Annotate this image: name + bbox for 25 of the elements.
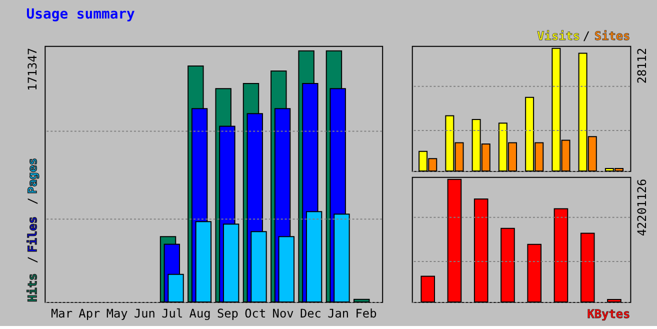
- text: Pages: [26, 158, 40, 194]
- text: /: [26, 198, 40, 205]
- x-tick-label: Jan: [328, 306, 350, 320]
- series-label: KBytes: [587, 306, 630, 321]
- x-tick-label: Mar: [51, 306, 72, 320]
- series-label: Visits: [537, 28, 580, 43]
- x-tick-label: Jun: [134, 306, 156, 320]
- text: 171347: [26, 48, 40, 91]
- text: 28112: [635, 48, 650, 84]
- x-tick-label: Apr: [78, 306, 100, 320]
- text: Hits: [26, 273, 40, 302]
- x-tick-label: Nov: [272, 306, 294, 320]
- text: 42201126: [635, 178, 650, 236]
- x-tick-label: Jul: [162, 306, 184, 320]
- text: Sites: [594, 28, 630, 43]
- x-tick-label: May: [106, 306, 128, 320]
- x-tick-label: Aug: [189, 306, 211, 320]
- x-tick-label: Oct: [244, 306, 266, 320]
- chart-title: Usage summary: [26, 6, 135, 23]
- text: /: [26, 256, 40, 264]
- x-tick-label: Sep: [216, 306, 238, 320]
- text: Files: [26, 216, 40, 252]
- x-tick-label: Dec: [300, 306, 322, 320]
- x-tick-label: Feb: [355, 306, 377, 320]
- text: /: [582, 28, 590, 43]
